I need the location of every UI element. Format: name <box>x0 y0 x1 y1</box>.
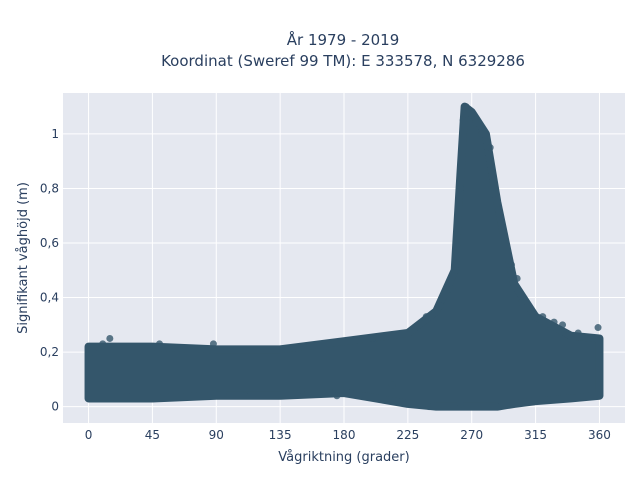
x-tick-label: 0 <box>85 428 93 442</box>
scatter-point <box>89 348 97 356</box>
scatter-point <box>388 381 396 389</box>
chart-title-line-2: Koordinat (Sweref 99 TM): E 333578, N 63… <box>161 52 525 70</box>
y-axis-title: Signifikant våghöjd (m) <box>16 182 31 334</box>
x-tick-label: 135 <box>269 428 292 442</box>
scatter-point <box>456 184 464 192</box>
y-tick-label: 0,2 <box>40 345 59 359</box>
scatter-point <box>478 130 486 138</box>
x-tick-label: 270 <box>460 428 483 442</box>
x-tick-label: 90 <box>209 428 224 442</box>
y-axis-ticks: 0 0,2 0,4 0,6 0,8 1 <box>40 127 59 414</box>
scatter-point <box>333 392 341 400</box>
y-tick-label: 0,4 <box>40 291 59 305</box>
scatter-point <box>468 111 476 119</box>
scatter-point <box>486 144 494 152</box>
y-tick-label: 1 <box>51 127 59 141</box>
chart-title-line-1: År 1979 - 2019 <box>287 30 400 49</box>
scatter-point <box>437 302 445 310</box>
y-tick-label: 0 <box>51 400 59 414</box>
scatter-point <box>456 400 464 408</box>
x-tick-label: 45 <box>145 428 160 442</box>
scatter-point <box>241 392 249 400</box>
x-tick-label: 180 <box>333 428 356 442</box>
scatter-point <box>517 299 525 307</box>
scatter-point <box>559 321 567 329</box>
scatter-point <box>459 116 467 124</box>
scatter-point <box>422 313 430 321</box>
scatter-point <box>472 119 480 127</box>
scatter-point <box>550 318 558 326</box>
scatter-point <box>452 266 460 274</box>
scatter-point <box>507 261 515 269</box>
scatter-point <box>297 386 305 394</box>
scatter-point <box>209 340 217 348</box>
scatter-point <box>496 403 504 411</box>
x-tick-label: 315 <box>524 428 547 442</box>
scatter-point <box>368 334 376 342</box>
scatter-point <box>106 334 114 342</box>
scatter-point <box>513 274 521 282</box>
scatter-point <box>347 389 355 397</box>
x-tick-label: 225 <box>396 428 419 442</box>
scatter-point <box>539 313 547 321</box>
scatter-point <box>219 389 227 397</box>
scatter-point <box>594 324 602 332</box>
scatter-point <box>99 340 107 348</box>
scatter-point <box>465 105 473 113</box>
x-axis-title: Vågriktning (grader) <box>278 450 409 465</box>
scatter-point <box>425 403 433 411</box>
x-tick-label: 360 <box>588 428 611 442</box>
x-axis-ticks: 0 45 90 135 180 225 270 315 360 <box>85 428 611 442</box>
scatter-point <box>156 340 164 348</box>
y-tick-label: 0,8 <box>40 181 59 195</box>
scatter-point <box>448 285 456 293</box>
data-points <box>89 103 602 411</box>
scatter-point <box>123 392 131 400</box>
scatter-point <box>489 190 497 198</box>
y-tick-label: 0,6 <box>40 236 59 250</box>
scatter-point <box>574 329 582 337</box>
scatter-point <box>495 206 503 214</box>
